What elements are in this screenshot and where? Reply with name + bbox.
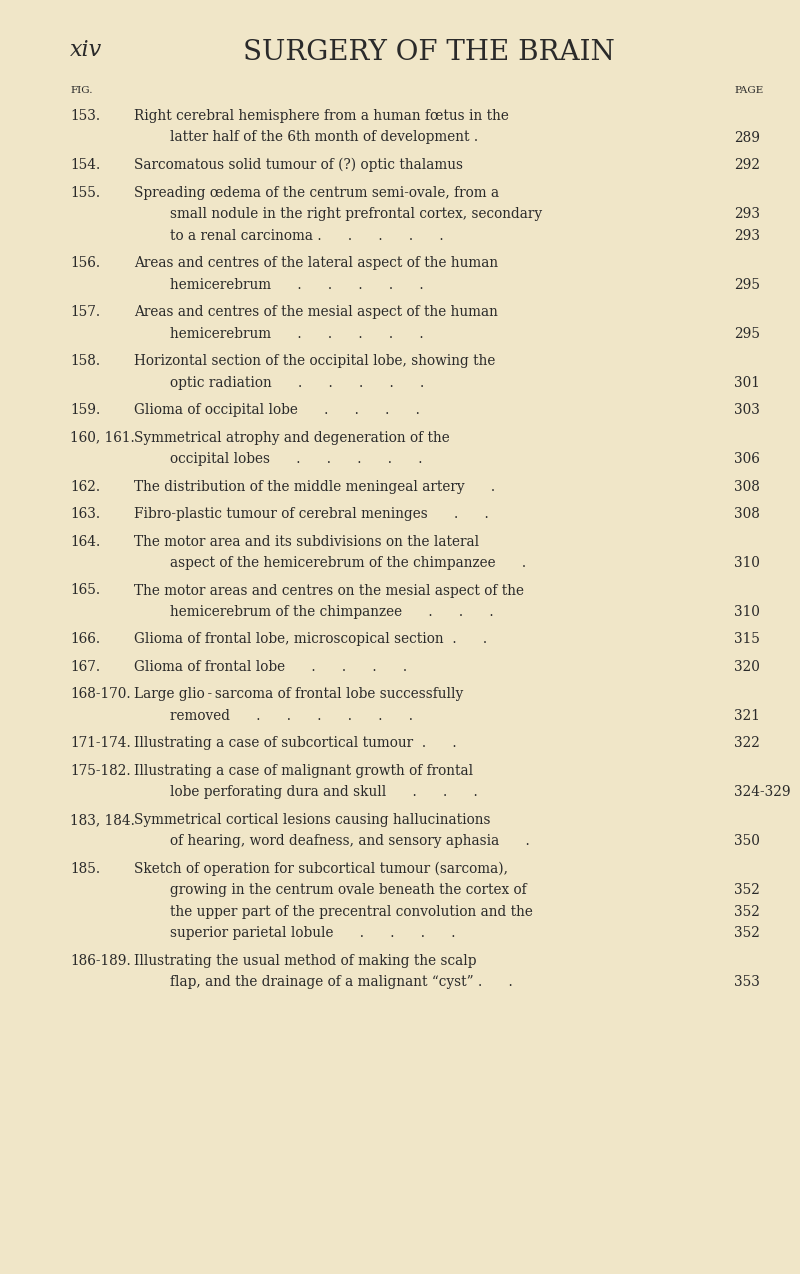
Text: 315: 315 [734, 632, 760, 646]
Text: 352: 352 [734, 883, 760, 897]
Text: Symmetrical cortical lesions causing hallucinations: Symmetrical cortical lesions causing hal… [134, 813, 490, 827]
Text: 308: 308 [734, 479, 760, 493]
Text: 167.: 167. [70, 660, 100, 674]
Text: 186-189.: 186-189. [70, 954, 130, 968]
Text: superior parietal lobule      .      .      .      .: superior parietal lobule . . . . [170, 926, 456, 940]
Text: 303: 303 [734, 403, 760, 417]
Text: FIG.: FIG. [70, 87, 93, 96]
Text: 310: 310 [734, 555, 760, 569]
Text: 293: 293 [734, 206, 761, 220]
Text: 154.: 154. [70, 158, 100, 172]
Text: lobe perforating dura and skull      .      .      .: lobe perforating dura and skull . . . [170, 786, 478, 800]
Text: 321: 321 [734, 710, 760, 724]
Text: 155.: 155. [70, 186, 100, 200]
Text: 157.: 157. [70, 304, 100, 318]
Text: 353: 353 [734, 976, 760, 990]
Text: 295: 295 [734, 326, 761, 340]
Text: 324-329: 324-329 [734, 786, 791, 800]
Text: 301: 301 [734, 376, 760, 390]
Text: 164.: 164. [70, 535, 100, 549]
Text: small nodule in the right prefrontal cortex, secondary: small nodule in the right prefrontal cor… [170, 206, 542, 220]
Text: Symmetrical atrophy and degeneration of the: Symmetrical atrophy and degeneration of … [134, 431, 450, 445]
Text: Fibro-plastic tumour of cerebral meninges      .      .: Fibro-plastic tumour of cerebral meninge… [134, 507, 489, 521]
Text: 156.: 156. [70, 256, 100, 270]
Text: occipital lobes      .      .      .      .      .: occipital lobes . . . . . [170, 452, 422, 466]
Text: 308: 308 [734, 507, 760, 521]
Text: 295: 295 [734, 278, 761, 292]
Text: 289: 289 [734, 130, 761, 144]
Text: growing in the centrum ovale beneath the cortex of: growing in the centrum ovale beneath the… [170, 883, 527, 897]
Text: latter half of the 6th month of development .: latter half of the 6th month of developm… [170, 130, 478, 144]
Text: Illustrating a case of malignant growth of frontal: Illustrating a case of malignant growth … [134, 764, 474, 778]
Text: 292: 292 [734, 158, 761, 172]
Text: 165.: 165. [70, 583, 100, 598]
Text: 171-174.: 171-174. [70, 736, 130, 750]
Text: 310: 310 [734, 605, 760, 619]
Text: xiv: xiv [70, 39, 102, 61]
Text: 352: 352 [734, 905, 760, 919]
Text: Spreading œdema of the centrum semi-ovale, from a: Spreading œdema of the centrum semi-oval… [134, 186, 499, 200]
Text: 163.: 163. [70, 507, 100, 521]
Text: removed      .      .      .      .      .      .: removed . . . . . . [170, 710, 414, 724]
Text: optic radiation      .      .      .      .      .: optic radiation . . . . . [170, 376, 425, 390]
Text: Glioma of occipital lobe      .      .      .      .: Glioma of occipital lobe . . . . [134, 403, 420, 417]
Text: hemicerebrum of the chimpanzee      .      .      .: hemicerebrum of the chimpanzee . . . [170, 605, 494, 619]
Text: Horizontal section of the occipital lobe, showing the: Horizontal section of the occipital lobe… [134, 354, 496, 368]
Text: 175-182.: 175-182. [70, 764, 130, 778]
Text: Right cerebral hemisphere from a human fœtus in the: Right cerebral hemisphere from a human f… [134, 110, 509, 124]
Text: 166.: 166. [70, 632, 100, 646]
Text: Illustrating a case of subcortical tumour  .      .: Illustrating a case of subcortical tumou… [134, 736, 457, 750]
Text: the upper part of the precentral convolution and the: the upper part of the precentral convolu… [170, 905, 533, 919]
Text: SURGERY OF THE BRAIN: SURGERY OF THE BRAIN [243, 39, 615, 66]
Text: Sketch of operation for subcortical tumour (sarcoma),: Sketch of operation for subcortical tumo… [134, 862, 508, 877]
Text: Sarcomatous solid tumour of (?) optic thalamus: Sarcomatous solid tumour of (?) optic th… [134, 158, 463, 172]
Text: 162.: 162. [70, 479, 100, 493]
Text: The distribution of the middle meningeal artery      .: The distribution of the middle meningeal… [134, 479, 495, 493]
Text: 158.: 158. [70, 354, 100, 368]
Text: 185.: 185. [70, 862, 100, 877]
Text: 306: 306 [734, 452, 760, 466]
Text: 168-170.: 168-170. [70, 688, 130, 702]
Text: Areas and centres of the lateral aspect of the human: Areas and centres of the lateral aspect … [134, 256, 498, 270]
Text: 293: 293 [734, 228, 761, 242]
Text: 352: 352 [734, 926, 760, 940]
Text: hemicerebrum      .      .      .      .      .: hemicerebrum . . . . . [170, 326, 424, 340]
Text: 350: 350 [734, 834, 760, 848]
Text: flap, and the drainage of a malignant “cyst” .      .: flap, and the drainage of a malignant “c… [170, 976, 513, 990]
Text: 159.: 159. [70, 403, 100, 417]
Text: Large glio - sarcoma of frontal lobe successfully: Large glio - sarcoma of frontal lobe suc… [134, 688, 463, 702]
Text: hemicerebrum      .      .      .      .      .: hemicerebrum . . . . . [170, 278, 424, 292]
Text: PAGE: PAGE [734, 87, 764, 96]
Text: Areas and centres of the mesial aspect of the human: Areas and centres of the mesial aspect o… [134, 304, 498, 318]
Text: 320: 320 [734, 660, 760, 674]
Text: 183, 184.: 183, 184. [70, 813, 135, 827]
Text: aspect of the hemicerebrum of the chimpanzee      .: aspect of the hemicerebrum of the chimpa… [170, 555, 526, 569]
Text: Glioma of frontal lobe      .      .      .      .: Glioma of frontal lobe . . . . [134, 660, 407, 674]
Text: The motor areas and centres on the mesial aspect of the: The motor areas and centres on the mesia… [134, 583, 524, 598]
Text: 160, 161.: 160, 161. [70, 431, 134, 445]
Text: 322: 322 [734, 736, 760, 750]
Text: Illustrating the usual method of making the scalp: Illustrating the usual method of making … [134, 954, 477, 968]
Text: The motor area and its subdivisions on the lateral: The motor area and its subdivisions on t… [134, 535, 479, 549]
Text: to a renal carcinoma .      .      .      .      .: to a renal carcinoma . . . . . [170, 228, 444, 242]
Text: Glioma of frontal lobe, microscopical section  .      .: Glioma of frontal lobe, microscopical se… [134, 632, 487, 646]
Text: 153.: 153. [70, 110, 100, 124]
Text: of hearing, word deafness, and sensory aphasia      .: of hearing, word deafness, and sensory a… [170, 834, 530, 848]
